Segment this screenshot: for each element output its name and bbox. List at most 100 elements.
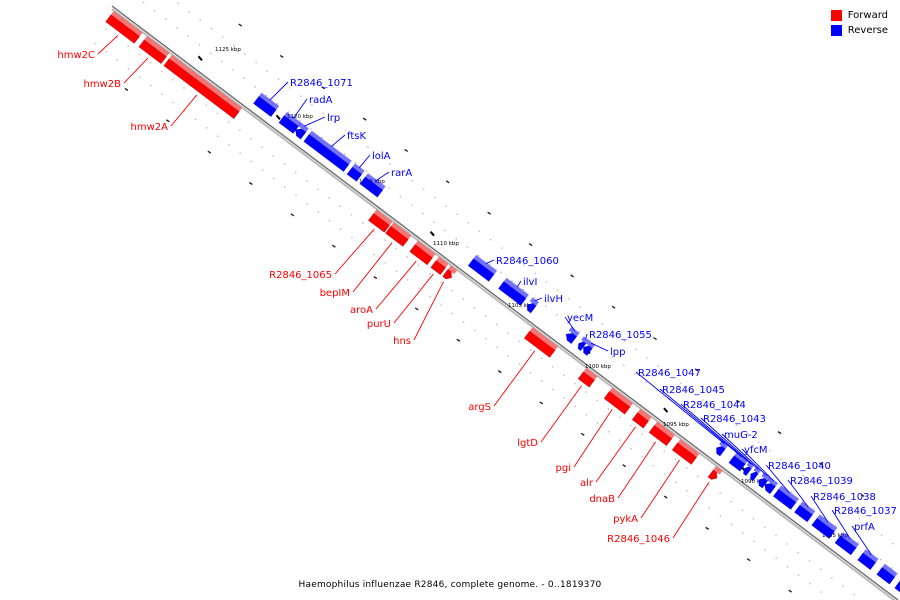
gene-alr[interactable] [631,409,652,429]
gene-label-purU[interactable]: purU [367,319,391,330]
gene-label-hmw2C[interactable]: hmw2C [57,50,95,61]
gene-R2846_1055[interactable] [577,336,589,352]
gene-purU[interactable] [430,256,449,276]
gene-label-ftsK[interactable]: ftsK [347,131,366,142]
gene-label-hmw2B[interactable]: hmw2B [84,79,122,90]
gene-hmw2A[interactable] [163,55,242,120]
gene-label-R2846_1040[interactable]: R2846_1040 [768,461,831,472]
gene-label-R2846_1045[interactable]: R2846_1045 [662,385,725,396]
gene-label-R2846_1039[interactable]: R2846_1039 [790,476,853,487]
gene-label-lpp[interactable]: lpp [610,347,625,358]
gene-lolA[interactable] [346,163,365,182]
gene-label-hmw2A[interactable]: hmw2A [131,122,169,133]
gene-label-R2846_1060[interactable]: R2846_1060 [496,256,559,267]
gene-label-R2846_1038[interactable]: R2846_1038 [813,492,876,503]
gene-R2846_1047[interactable] [716,440,729,457]
gene-label-hns[interactable]: hns [393,336,411,347]
gene-yecM[interactable] [565,326,580,345]
gene-R2846_1038[interactable] [811,514,838,540]
gene-bepIM[interactable] [384,222,412,247]
gene-label-R2846_1055[interactable]: R2846_1055 [589,330,652,341]
gene-label-R2846_1044[interactable]: R2846_1044 [683,400,746,411]
gene-dnaB[interactable] [648,421,675,447]
guide-dot [734,449,737,451]
gene-label-R2846_1071[interactable]: R2846_1071 [290,78,353,89]
gene-label-yecM[interactable]: yecM [567,313,593,324]
gene-side [447,265,457,275]
gene-R2846_1044[interactable] [743,461,755,477]
gene-R2846_1037[interactable] [834,532,859,556]
guide-dot [534,272,537,275]
gene-R2846_1065[interactable] [367,209,393,233]
gene-ftsK[interactable] [303,130,352,173]
gene-label-pgi[interactable]: pgi [556,463,571,474]
gene-label-ilvI[interactable]: ilvI [523,277,537,288]
gene-hns[interactable] [442,265,458,280]
gene-R2846_1046[interactable] [707,466,723,480]
gene-label-rarA[interactable]: rarA [391,168,412,179]
guide-dot [611,356,614,358]
guide-dot [210,27,213,30]
gene-label-yfcM[interactable]: yfcM [744,445,768,456]
gene-side [609,387,633,407]
gene-label-lrp[interactable]: lrp [327,113,340,124]
gene-lrp[interactable] [295,122,309,140]
guide-dot [205,127,208,129]
gene-label-dnaB[interactable]: dnaB [589,494,615,505]
gene-yfcM[interactable] [764,477,779,495]
gene-label-argS[interactable]: argS [468,402,491,413]
gene-continuation[interactable] [894,577,900,595]
gene-pykA[interactable] [671,439,700,465]
guide-dot [612,331,615,334]
gene-label-lgtD[interactable]: lgtD [517,438,538,449]
guide-dot [177,2,179,5]
gene-R2846_1040[interactable] [772,485,799,510]
gene-label-muG-2[interactable]: muG-2 [724,430,758,441]
gene-label-bepIM[interactable]: bepIM [320,288,350,299]
gene-R2846_1071[interactable] [252,92,280,118]
gene-R2846_1045[interactable] [728,452,749,472]
guide-dot [261,146,263,148]
gene-label-R2846_1037[interactable]: R2846_1037 [834,506,897,517]
gene-label-R2846_1047[interactable]: R2846_1047 [638,368,701,379]
gene-lpp[interactable] [582,340,596,357]
gene-label-aroA[interactable]: aroA [350,305,373,316]
guide-dot [288,87,291,89]
gene-label-pykA[interactable]: pykA [613,514,638,525]
guide-dot [630,447,632,450]
gene-label-alr[interactable]: alr [580,478,594,489]
guide-dash [663,495,668,499]
gene-ilvH[interactable] [526,297,539,314]
gene-ilvI[interactable] [497,277,529,306]
gene-radA[interactable] [278,111,302,134]
gene-argS[interactable] [523,327,558,358]
gene-lgtD[interactable] [577,368,598,388]
guide-dot [462,298,464,300]
gene-side [436,256,449,268]
gene-pgi[interactable] [603,387,633,415]
gene-label-lolA[interactable]: lolA [372,151,391,162]
gene-label-R2846_1065[interactable]: R2846_1065 [269,270,332,281]
leader-line [358,154,371,169]
gene-hmw2B[interactable] [138,36,170,65]
gene-label-radA[interactable]: radA [309,95,333,106]
gene-prfA[interactable] [857,549,879,571]
guide-dot [300,95,302,97]
legend-item-forward: Forward [830,8,888,23]
leader-line [640,459,680,519]
gene-label-ilvH[interactable]: ilvH [544,294,563,305]
gene-continuation[interactable] [876,563,898,585]
guide-dot [160,70,163,72]
gene-muG-2[interactable] [758,472,771,489]
gene-label-prfA[interactable]: prfA [854,522,875,533]
guide-dash [445,180,450,184]
gene-R2846_1039[interactable] [793,501,816,523]
gene-label-R2846_1046[interactable]: R2846_1046 [607,534,670,545]
gene-aroA[interactable] [409,240,436,266]
guide-dot [355,137,358,140]
gene-label-R2846_1043[interactable]: R2846_1043 [703,414,766,425]
gene-hmw2C[interactable] [105,11,143,44]
gene-R2846_1060[interactable] [467,254,497,282]
gene-R2846_1043[interactable] [749,466,762,482]
gene-rarA[interactable] [359,173,386,198]
